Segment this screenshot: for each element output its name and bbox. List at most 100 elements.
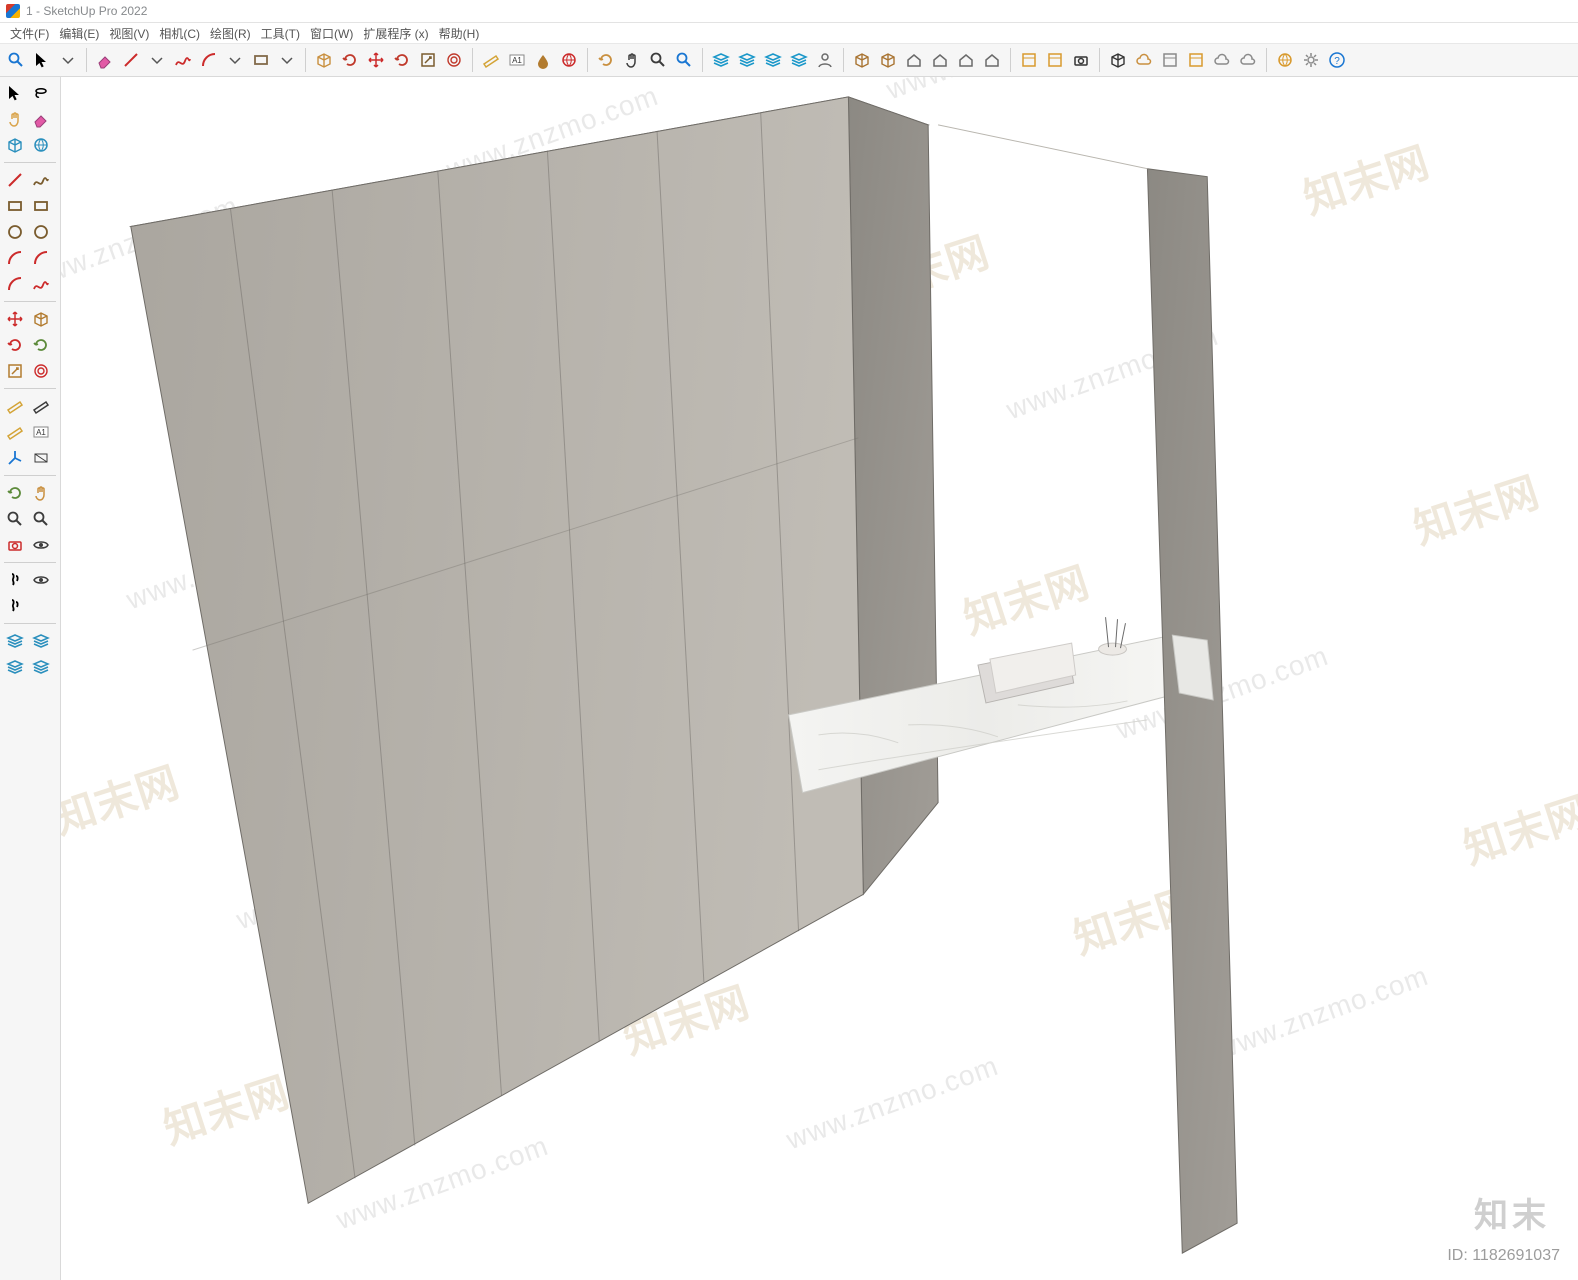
menu-view[interactable]: 视图(V) xyxy=(105,25,153,42)
zoom-window-icon[interactable] xyxy=(30,508,52,530)
tape-icon[interactable] xyxy=(479,48,503,72)
select-icon[interactable] xyxy=(30,48,54,72)
line-icon[interactable] xyxy=(119,48,143,72)
pushpull-icon[interactable] xyxy=(30,308,52,330)
position-camera-icon[interactable] xyxy=(4,534,26,556)
zoom-icon[interactable] xyxy=(4,508,26,530)
layers-1-icon[interactable] xyxy=(709,48,733,72)
followme-icon[interactable] xyxy=(338,48,362,72)
menu-edit[interactable]: 编辑(E) xyxy=(55,25,103,42)
lasso-icon[interactable] xyxy=(30,82,52,104)
settings-icon[interactable] xyxy=(1299,48,1323,72)
polygon-icon[interactable] xyxy=(30,221,52,243)
blank[interactable] xyxy=(30,595,52,617)
shoes-icon[interactable] xyxy=(4,595,26,617)
rect-icon[interactable] xyxy=(4,195,26,217)
text-label-icon[interactable]: A1 xyxy=(30,421,52,443)
sandbox-2-icon[interactable] xyxy=(30,630,52,652)
cube-icon[interactable] xyxy=(1106,48,1130,72)
window-icon[interactable] xyxy=(1017,48,1041,72)
house-3-icon[interactable] xyxy=(954,48,978,72)
layers-4-icon[interactable] xyxy=(787,48,811,72)
arc2-icon[interactable] xyxy=(30,247,52,269)
pencil-icon[interactable] xyxy=(4,169,26,191)
camera-icon[interactable] xyxy=(1069,48,1093,72)
section-icon[interactable] xyxy=(30,447,52,469)
look-around-icon[interactable] xyxy=(30,534,52,556)
tape-icon[interactable] xyxy=(4,395,26,417)
circle-icon[interactable] xyxy=(4,221,26,243)
doc-icon[interactable] xyxy=(1158,48,1182,72)
menu-file[interactable]: 文件(F) xyxy=(6,25,53,42)
paint-icon[interactable] xyxy=(531,48,555,72)
scale-icon[interactable] xyxy=(4,360,26,382)
hand-icon[interactable] xyxy=(4,108,26,130)
menu-ext[interactable]: 扩展程序 (x) xyxy=(359,25,432,42)
package-2-icon[interactable] xyxy=(876,48,900,72)
package-1-icon[interactable] xyxy=(850,48,874,72)
freehand-icon[interactable] xyxy=(171,48,195,72)
arc-icon[interactable] xyxy=(197,48,221,72)
plugin-icon[interactable] xyxy=(1273,48,1297,72)
select-arrow-icon[interactable] xyxy=(4,82,26,104)
dropdown-icon[interactable] xyxy=(56,48,80,72)
scale-icon[interactable] xyxy=(416,48,440,72)
rotate-icon[interactable] xyxy=(4,334,26,356)
search-icon[interactable] xyxy=(4,48,28,72)
pushpull-icon[interactable] xyxy=(312,48,336,72)
menu-help[interactable]: 帮助(H) xyxy=(435,25,484,42)
rect-rot-icon[interactable] xyxy=(30,195,52,217)
orbit-icon[interactable] xyxy=(594,48,618,72)
menu-window[interactable]: 窗口(W) xyxy=(306,25,357,42)
arc-icon[interactable] xyxy=(4,247,26,269)
bezier-icon[interactable] xyxy=(30,273,52,295)
rectangle-icon[interactable] xyxy=(249,48,273,72)
walk-icon[interactable] xyxy=(4,569,26,591)
freehand-squiggle-icon[interactable] xyxy=(30,169,52,191)
extension-icon[interactable] xyxy=(557,48,581,72)
eraser-icon[interactable] xyxy=(30,108,52,130)
dropdown-icon[interactable] xyxy=(145,48,169,72)
grid-icon[interactable] xyxy=(1184,48,1208,72)
cloud-down-icon[interactable] xyxy=(1236,48,1260,72)
zoom-icon[interactable] xyxy=(646,48,670,72)
geolocation-icon[interactable] xyxy=(30,134,52,156)
menu-draw[interactable]: 绘图(R) xyxy=(206,25,255,42)
dropdown-icon[interactable] xyxy=(275,48,299,72)
protractor-icon[interactable] xyxy=(4,421,26,443)
offset-icon[interactable] xyxy=(442,48,466,72)
cloud-icon[interactable] xyxy=(1210,48,1234,72)
offset-icon[interactable] xyxy=(30,360,52,382)
pan-icon[interactable] xyxy=(30,482,52,504)
menu-tools[interactable]: 工具(T) xyxy=(257,25,304,42)
sandbox-1-icon[interactable] xyxy=(4,630,26,652)
house-2-icon[interactable] xyxy=(928,48,952,72)
rotate-icon[interactable] xyxy=(390,48,414,72)
layers-2-icon[interactable] xyxy=(735,48,759,72)
house-1-icon[interactable] xyxy=(902,48,926,72)
help-icon[interactable]: ? xyxy=(1325,48,1349,72)
user-icon[interactable] xyxy=(813,48,837,72)
orbit-icon[interactable] xyxy=(4,482,26,504)
menu-camera[interactable]: 相机(C) xyxy=(155,25,204,42)
dimension-icon[interactable] xyxy=(30,395,52,417)
cloud-up-icon[interactable] xyxy=(1132,48,1156,72)
move-icon[interactable] xyxy=(4,308,26,330)
followme-icon[interactable] xyxy=(30,334,52,356)
eraser-icon[interactable] xyxy=(93,48,117,72)
component-icon[interactable] xyxy=(4,134,26,156)
layers-3-icon[interactable] xyxy=(761,48,785,72)
zoom-extents-icon[interactable] xyxy=(672,48,696,72)
pie-icon[interactable] xyxy=(4,273,26,295)
pan-icon[interactable] xyxy=(620,48,644,72)
dropdown-icon[interactable] xyxy=(223,48,247,72)
sandbox-4-icon[interactable] xyxy=(30,656,52,678)
text-icon[interactable]: A1 xyxy=(505,48,529,72)
move-icon[interactable] xyxy=(364,48,388,72)
viewport[interactable]: www.znzmo.com www.znzmo.com www.znzmo.co… xyxy=(61,77,1578,1280)
eye-icon[interactable] xyxy=(30,569,52,591)
axes-icon[interactable] xyxy=(4,447,26,469)
house-4-icon[interactable] xyxy=(980,48,1004,72)
sandbox-3-icon[interactable] xyxy=(4,656,26,678)
export-icon[interactable] xyxy=(1043,48,1067,72)
